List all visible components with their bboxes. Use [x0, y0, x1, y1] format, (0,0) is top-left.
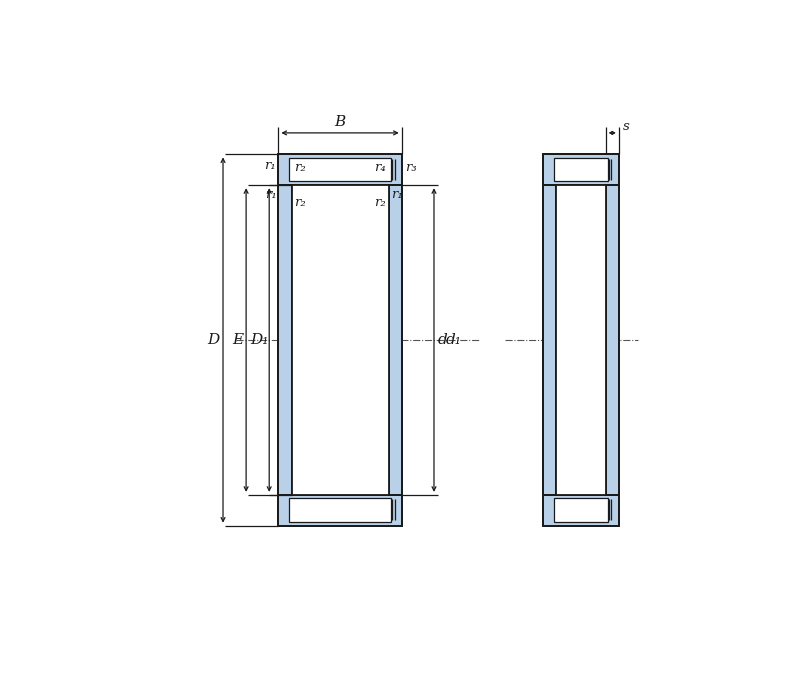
- Text: r₂: r₂: [374, 196, 386, 209]
- Bar: [543, 495, 619, 525]
- Bar: [556, 185, 606, 495]
- Text: E: E: [232, 333, 243, 347]
- Bar: [606, 185, 619, 495]
- Text: d₁: d₁: [446, 333, 462, 347]
- Bar: [543, 155, 619, 525]
- Text: d: d: [437, 333, 447, 347]
- Bar: [289, 498, 391, 522]
- Text: r₁: r₁: [391, 188, 403, 201]
- Text: r₁: r₁: [266, 188, 277, 201]
- Bar: [291, 185, 388, 495]
- Bar: [289, 157, 391, 181]
- Text: r₂: r₂: [294, 161, 306, 174]
- Text: r₃: r₃: [405, 161, 416, 174]
- Bar: [543, 155, 619, 185]
- Text: B: B: [334, 115, 345, 129]
- Bar: [278, 155, 402, 185]
- Text: s: s: [623, 120, 630, 133]
- Bar: [554, 498, 608, 522]
- Text: D: D: [207, 333, 220, 347]
- Bar: [554, 157, 608, 181]
- Text: D₁: D₁: [250, 333, 269, 347]
- Bar: [543, 185, 556, 495]
- Bar: [388, 185, 402, 495]
- Text: r₂: r₂: [294, 196, 306, 209]
- Bar: [278, 495, 402, 525]
- Bar: [278, 185, 291, 495]
- Bar: [278, 155, 402, 525]
- Text: r₁: r₁: [264, 159, 275, 172]
- Text: r₄: r₄: [374, 161, 386, 174]
